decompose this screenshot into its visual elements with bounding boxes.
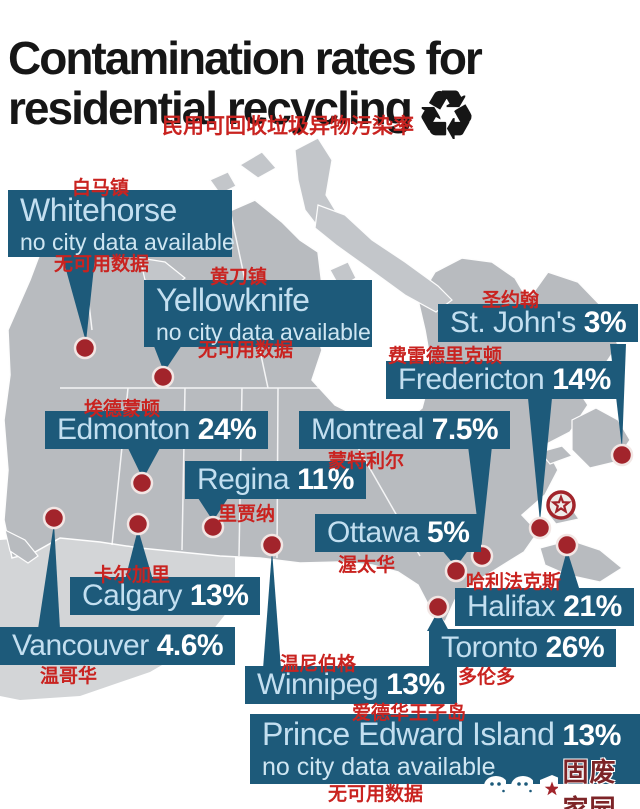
vancouver-island: [4, 528, 39, 564]
zh-fredericton: 费雷德里克顿: [388, 346, 503, 367]
label-fredericton: Fredericton 14%: [386, 361, 623, 399]
no-data-note: no city data available: [156, 319, 371, 345]
marker-stjohns: [610, 443, 634, 467]
marker-whitehorse: [73, 336, 97, 360]
zh-edmonton: 埃德蒙顿: [84, 399, 161, 420]
city-markers: [42, 336, 634, 619]
label-calgary: Calgary 13%: [70, 577, 261, 615]
wechat-icon: [510, 776, 533, 800]
label-winnipeg: Winnipeg 13%: [245, 666, 457, 704]
tail-halifax: [556, 550, 580, 591]
tail-regina: [198, 498, 228, 521]
tail-winnipeg: [263, 550, 281, 669]
title-line2: residential recycling♻: [8, 78, 477, 153]
us-land: [0, 534, 235, 700]
label-edmonton: Edmonton 24%: [45, 411, 269, 449]
marker-vancouver: [42, 506, 66, 530]
marker-yellowknife: [151, 365, 175, 389]
label-whitehorse: Whitehorse no city data available: [8, 190, 235, 258]
tail-montreal: [468, 446, 492, 550]
tail-vancouver: [38, 523, 60, 629]
zh-whitehorse: 白马镇: [72, 178, 130, 199]
zh-ottawa: 渥太华: [338, 555, 396, 576]
zh-regina: 里贾纳: [218, 504, 276, 525]
zh-toronto: 多伦多: [458, 667, 516, 688]
zh-montreal: 蒙特利尔: [328, 451, 405, 472]
label-toronto: Toronto 26%: [429, 629, 617, 667]
tail-whitehorse: [60, 248, 96, 342]
zh-yellowknife-note: 无可用数据: [198, 340, 294, 361]
zh-pei-note: 无可用数据: [328, 784, 424, 805]
marker-edmonton: [130, 471, 154, 495]
tail-fredericton: [528, 398, 552, 522]
zh-yellowknife: 黄刀镇: [210, 267, 268, 288]
zh-whitehorse-note: 无可用数据: [54, 254, 150, 275]
page-title: Contamination rates for residential recy…: [8, 31, 483, 153]
no-data-note: no city data available: [262, 753, 496, 781]
label-ottawa: Ottawa 5%: [315, 514, 482, 552]
label-vancouver: Vancouver 4.6%: [0, 627, 236, 665]
anticosti: [538, 445, 574, 465]
wechat-icon: [484, 776, 506, 800]
tail-toronto: [427, 611, 449, 631]
zh-calgary: 卡尔加里: [94, 565, 171, 586]
label-yellowknife: Yellowknife no city data available: [144, 280, 372, 348]
zh-halifax: 哈利法克斯: [466, 572, 562, 593]
tail-calgary: [125, 529, 153, 580]
watermark: 固废家园: [483, 752, 640, 809]
pei-star-marker: [546, 490, 576, 520]
no-data-note: no city data available: [20, 229, 235, 255]
star-shield-icon: [539, 775, 559, 803]
zh-pei: 爱德华王子岛: [352, 703, 467, 724]
zh-winnipeg: 温尼伯格: [280, 654, 357, 675]
marker-calgary: [126, 512, 150, 536]
marker-fredericton: [528, 516, 552, 540]
title-line1: Contamination rates for: [8, 31, 483, 84]
zh-vancouver: 温哥华: [40, 666, 98, 687]
marker-halifax: [555, 533, 579, 557]
marker-winnipeg: [260, 533, 284, 557]
zh-stjohns: 圣约翰: [482, 290, 540, 311]
marker-ottawa: [444, 559, 468, 583]
tail-edmonton: [127, 446, 161, 479]
marker-toronto: [426, 595, 450, 619]
pointer-tails: [38, 248, 626, 669]
marker-regina: [201, 515, 225, 539]
recycle-icon: ♻: [416, 78, 477, 153]
subtitle-chinese: 民用可回收垃圾异物污染率: [162, 115, 414, 138]
label-pei: Prince Edward Island 13% no city data ava…: [250, 714, 640, 784]
label-montreal: Montreal 7.5%: [299, 411, 511, 449]
label-regina: Regina 11%: [185, 461, 366, 499]
label-halifax: Halifax 21%: [455, 588, 634, 626]
label-stjohns: St. John's 3%: [438, 304, 639, 342]
watermark-text: 固废家园: [562, 757, 617, 809]
tail-ottawa: [441, 549, 469, 567]
